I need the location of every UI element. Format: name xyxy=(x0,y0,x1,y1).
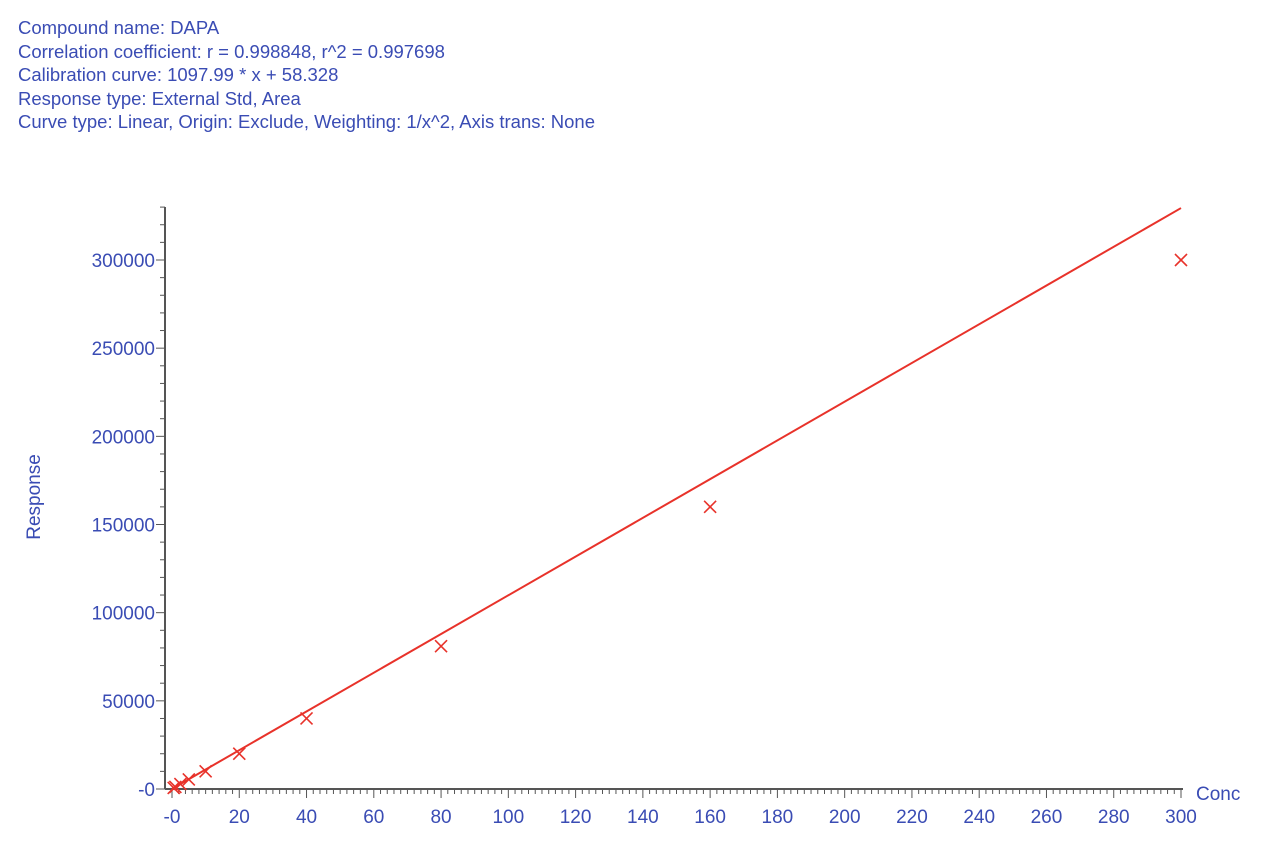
curve-type-line: Curve type: Linear, Origin: Exclude, Wei… xyxy=(18,111,595,132)
x-tick-label: 200 xyxy=(829,807,861,828)
data-point xyxy=(434,639,448,653)
x-tick-label: 80 xyxy=(430,807,451,828)
point-stroke xyxy=(299,711,314,726)
x-tick-label: 300 xyxy=(1165,807,1197,828)
data-point xyxy=(173,777,187,791)
x-tick-label: 180 xyxy=(762,807,794,828)
point-stroke xyxy=(703,500,717,514)
x-axis-title: Conc xyxy=(1196,784,1240,805)
point-stroke xyxy=(232,747,246,761)
calibration-points xyxy=(167,253,1188,795)
fit-line xyxy=(171,207,1182,790)
x-tick-label: 20 xyxy=(229,807,250,828)
compound-info: Compound name: DAPA Correlation coeffici… xyxy=(18,16,595,134)
x-tick-label: 240 xyxy=(963,807,995,828)
y-tick-label: 50000 xyxy=(102,692,155,713)
correlation-line: Correlation coefficient: r = 0.998848, r… xyxy=(18,40,445,62)
chart-tick-labels: -0 20 40 60 80 100 120 140 160 180 200 220 240 260 280… xyxy=(92,251,1197,828)
x-tick-label: 40 xyxy=(296,807,317,828)
data-point xyxy=(232,747,246,761)
y-tick-label: 200000 xyxy=(92,427,155,448)
response-type-line: Response type: External Std, Area xyxy=(18,87,301,109)
x-tick-label: 120 xyxy=(560,807,592,828)
y-tick-label: 100000 xyxy=(92,604,155,625)
calibration-line: Calibration curve: 1097.99 * x + 58.328 xyxy=(18,64,339,85)
x-tick-label: 140 xyxy=(627,807,659,828)
x-tick-label: 60 xyxy=(363,807,384,828)
x-tick-label: 100 xyxy=(492,807,524,828)
x-tick-label: 220 xyxy=(896,807,928,828)
y-tick-label: 300000 xyxy=(92,251,155,272)
data-point xyxy=(1174,253,1188,267)
data-point xyxy=(299,711,314,726)
point-stroke xyxy=(173,777,187,791)
y-tick-label: 250000 xyxy=(92,339,155,360)
point-stroke xyxy=(434,639,448,653)
calibration-fit xyxy=(171,207,1182,790)
y-axis-title: Response xyxy=(24,454,45,540)
point-stroke xyxy=(1174,253,1188,267)
point-stroke xyxy=(199,764,213,778)
data-point xyxy=(703,500,717,514)
y-tick-label: -0 xyxy=(138,780,155,801)
y-tick-label: 150000 xyxy=(92,516,155,537)
x-tick-label: 160 xyxy=(694,807,726,828)
x-tick-label: 260 xyxy=(1031,807,1063,828)
x-tick-label: 280 xyxy=(1098,807,1130,828)
data-point xyxy=(182,772,196,787)
data-point xyxy=(199,764,213,778)
point-stroke xyxy=(182,772,196,787)
x-tick-label: -0 xyxy=(164,807,181,828)
compound-name-line: Compound name: DAPA xyxy=(18,17,220,38)
